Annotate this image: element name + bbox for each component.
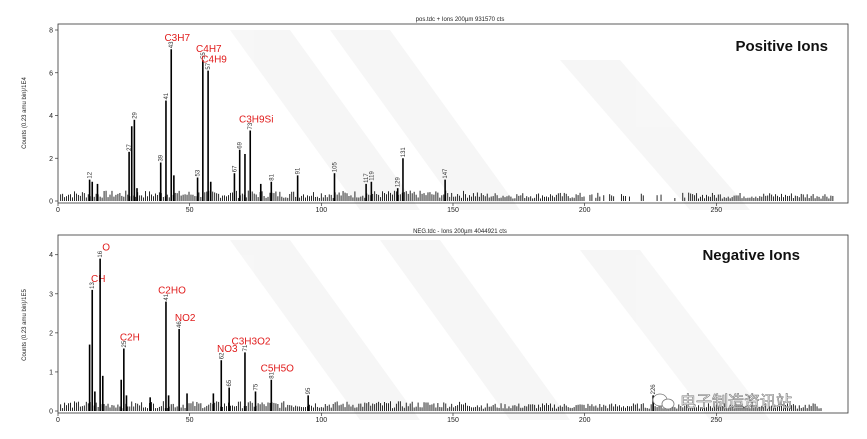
peak-mz-label: 75 bbox=[254, 383, 260, 390]
peak-mz-label: 29 bbox=[132, 111, 138, 118]
peak-mz-label: 27 bbox=[127, 144, 133, 151]
peak-mz-label: 117 bbox=[364, 173, 370, 183]
peak-mz-label: 91 bbox=[296, 167, 302, 174]
peak-mz-label: 71 bbox=[243, 344, 249, 351]
species-label: C4H7 bbox=[196, 44, 222, 55]
peak-mz-label: 105 bbox=[333, 162, 339, 173]
y-tick-label: 0 bbox=[49, 409, 53, 416]
peak-mz-label: 73 bbox=[248, 122, 254, 129]
peak-mz-label: 13 bbox=[90, 282, 96, 289]
peak-mz-label: 12 bbox=[88, 171, 94, 178]
x-tick-label: 0 bbox=[56, 417, 60, 424]
panel-label: Positive Ions bbox=[735, 38, 828, 55]
peak-mz-label: 62 bbox=[219, 352, 225, 359]
watermark-text: 电子制造资讯站 bbox=[680, 393, 792, 411]
y-axis-label: Counts (0.23 amu bin)/1E5 bbox=[22, 288, 28, 360]
x-tick-label: 200 bbox=[579, 207, 591, 214]
species-label: C4H9 bbox=[201, 55, 227, 66]
x-tick-label: 50 bbox=[186, 207, 194, 214]
x-tick-label: 150 bbox=[447, 207, 459, 214]
x-tick-label: 250 bbox=[710, 417, 722, 424]
y-tick-label: 1 bbox=[49, 369, 53, 376]
peak-mz-label: 57 bbox=[206, 62, 212, 69]
x-tick-label: 100 bbox=[315, 417, 327, 424]
y-tick-label: 0 bbox=[49, 199, 53, 206]
watermark: 电子制造资讯站 bbox=[652, 393, 792, 411]
peak-mz-label: 16 bbox=[98, 250, 104, 257]
peak-mz-label: 41 bbox=[164, 293, 170, 300]
species-label: O bbox=[102, 243, 110, 254]
panel-label: Negative Ions bbox=[702, 247, 800, 264]
y-tick-label: 2 bbox=[49, 330, 53, 337]
peak-mz-label: 67 bbox=[232, 165, 238, 172]
positive-ions-panel: pos.tdc + Ions 200µm 931570 cts Counts (… bbox=[22, 17, 849, 214]
y-tick-label: 8 bbox=[49, 28, 53, 35]
wechat-icon bbox=[652, 393, 675, 410]
peak-mz-label: 81 bbox=[269, 371, 275, 378]
x-tick-label: 100 bbox=[315, 207, 327, 214]
species-label: C3H3O2 bbox=[232, 336, 271, 347]
peak-mz-label: 43 bbox=[169, 41, 175, 48]
species-label: CH bbox=[91, 274, 105, 285]
peak-mz-label: 147 bbox=[443, 168, 449, 179]
y-tick-label: 6 bbox=[49, 70, 53, 77]
y-tick-label: 2 bbox=[49, 156, 53, 163]
y-tick-label: 4 bbox=[49, 252, 53, 259]
peak-mz-label: 53 bbox=[196, 169, 202, 176]
peak-mz-label: 41 bbox=[164, 92, 170, 99]
x-tick-label: 250 bbox=[710, 207, 722, 214]
plot-title: pos.tdc + Ions 200µm 931570 cts bbox=[416, 17, 505, 23]
peak-mz-label: 25 bbox=[122, 340, 128, 347]
background-watermark-stripes bbox=[230, 30, 770, 420]
y-tick-label: 3 bbox=[49, 291, 53, 298]
peak-mz-label: 81 bbox=[269, 173, 275, 180]
species-label: C2HO bbox=[158, 286, 186, 297]
peak-mz-label: 39 bbox=[159, 154, 165, 161]
peak-mz-label: 69 bbox=[238, 141, 244, 148]
x-tick-label: 150 bbox=[447, 417, 459, 424]
peak-mz-label: 119 bbox=[369, 171, 375, 181]
x-tick-label: 50 bbox=[186, 417, 194, 424]
species-label: C3H7 bbox=[164, 33, 190, 44]
x-tick-label: 200 bbox=[579, 417, 591, 424]
peak-mz-label: 46 bbox=[177, 321, 183, 328]
species-label: C2H bbox=[120, 332, 140, 343]
species-label: C3H9Si bbox=[239, 114, 273, 125]
peak-mz-label: 131 bbox=[401, 147, 407, 158]
plot-title: NEG.tdc - Ions 200µm 4044921 cts bbox=[413, 229, 507, 235]
peak-mz-label: 226 bbox=[651, 384, 657, 395]
species-label: NO3 bbox=[217, 344, 238, 355]
peak-mz-label: 129 bbox=[396, 177, 402, 188]
y-axis-label: Counts (0.23 amu bin)/1E4 bbox=[22, 76, 28, 148]
x-tick-label: 0 bbox=[56, 207, 60, 214]
species-label: C5H5O bbox=[261, 364, 295, 375]
y-tick-label: 4 bbox=[49, 113, 53, 120]
species-label: NO2 bbox=[175, 313, 196, 324]
negative-ions-panel: NEG.tdc - Ions 200µm 4044921 cts Counts … bbox=[22, 229, 849, 424]
peak-mz-label: 55 bbox=[201, 52, 207, 59]
peak-mz-label: 95 bbox=[306, 387, 312, 394]
peak-mz-label: 65 bbox=[227, 379, 233, 386]
